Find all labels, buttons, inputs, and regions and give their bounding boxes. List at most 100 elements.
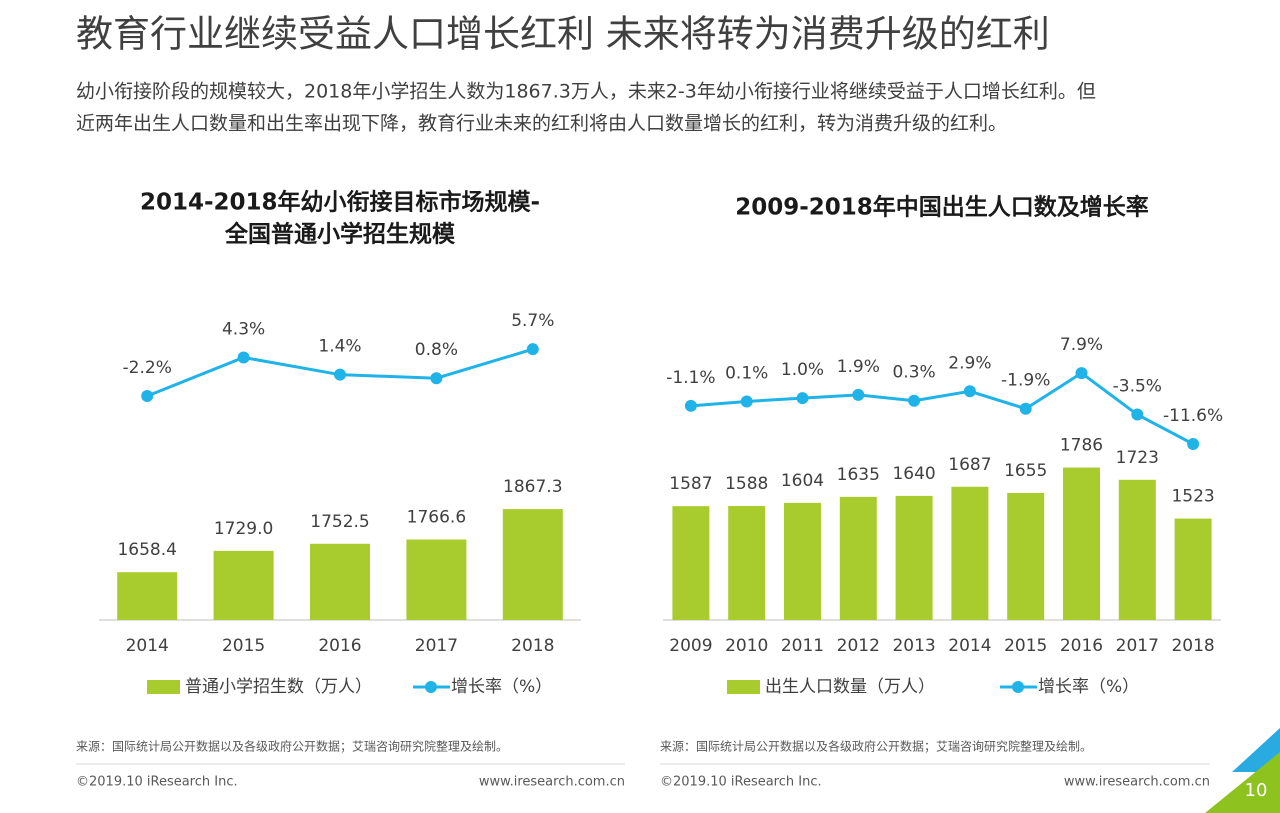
bar bbox=[728, 505, 766, 620]
copyright: ©2019.10 iResearch Inc. bbox=[660, 775, 822, 790]
line-value-label: -1.1% bbox=[666, 368, 715, 388]
bar bbox=[1118, 479, 1156, 620]
website: www.iresearch.com.cn bbox=[1064, 775, 1210, 790]
x-tick-label: 2017 bbox=[1116, 636, 1159, 656]
line-value-label: 1.4% bbox=[318, 337, 361, 357]
line-point bbox=[141, 390, 154, 402]
bar bbox=[213, 550, 274, 620]
x-tick-label: 2014 bbox=[948, 636, 991, 656]
line bbox=[690, 371, 1194, 446]
bar bbox=[672, 506, 710, 620]
bar-value-label: 1867.3 bbox=[503, 477, 562, 497]
subtitle-line: 近两年出生人口数量和出生率出现下降，教育行业未来的红利将由人口数量增长的红利，转… bbox=[76, 113, 1007, 135]
line-value-label: -11.6% bbox=[1163, 406, 1223, 426]
line-point bbox=[852, 388, 865, 401]
line-value-label: 2.9% bbox=[948, 353, 991, 373]
bar bbox=[406, 539, 467, 620]
website: www.iresearch.com.cn bbox=[479, 775, 625, 790]
source-note: 来源：国际统计局公开数据以及各级政府公开数据；艾瑞咨询研究院整理及绘制。 bbox=[660, 739, 1092, 754]
bar bbox=[951, 486, 989, 620]
line-value-label: 5.7% bbox=[511, 311, 554, 331]
line-point bbox=[1019, 402, 1032, 415]
line-value-label: 0.8% bbox=[415, 340, 458, 360]
line-value-label: -2.2% bbox=[123, 358, 172, 378]
line-point bbox=[963, 385, 976, 398]
legend-label: 出生人口数量（万人） bbox=[765, 677, 935, 697]
line-point bbox=[237, 351, 250, 364]
line-point bbox=[1187, 438, 1200, 450]
bar-value-label: 1752.5 bbox=[310, 512, 369, 532]
bar bbox=[839, 496, 877, 620]
bar-value-label: 1655 bbox=[1004, 461, 1047, 481]
bar-value-label: 1604 bbox=[781, 471, 824, 491]
corner-decoration bbox=[1205, 752, 1280, 813]
bar bbox=[784, 502, 821, 620]
line-point bbox=[796, 392, 809, 405]
bar-value-label: 1640 bbox=[892, 464, 935, 484]
x-tick-label: 2011 bbox=[781, 636, 824, 656]
x-tick-label: 2015 bbox=[1004, 636, 1047, 656]
x-tick-label: 2017 bbox=[415, 636, 458, 656]
line-point bbox=[430, 372, 443, 385]
bar-value-label: 1587 bbox=[669, 474, 712, 494]
corner-decoration bbox=[1232, 728, 1280, 772]
x-tick-label: 2010 bbox=[725, 636, 768, 656]
chart-title: 2009-2018年中国出生人口数及增长率 bbox=[735, 194, 1149, 221]
bar-value-label: 1523 bbox=[1171, 487, 1214, 507]
bar bbox=[310, 543, 370, 620]
x-tick-label: 2018 bbox=[511, 636, 554, 656]
x-tick-label: 2016 bbox=[318, 636, 361, 656]
legend-label: 普通小学招生数（万人） bbox=[185, 677, 372, 697]
chart-title: 全国普通小学招生规模 bbox=[224, 221, 456, 248]
x-tick-label: 2018 bbox=[1171, 636, 1214, 656]
bar bbox=[1063, 467, 1100, 620]
bar bbox=[117, 572, 178, 620]
legend-swatch bbox=[727, 680, 760, 694]
line-value-label: -3.5% bbox=[1113, 377, 1162, 397]
line-point bbox=[334, 368, 346, 381]
x-tick-label: 2014 bbox=[126, 636, 169, 656]
line-point bbox=[526, 343, 539, 356]
line-value-label: 7.9% bbox=[1060, 335, 1103, 355]
legend-swatch bbox=[425, 681, 437, 693]
line-value-label: 4.3% bbox=[222, 319, 265, 339]
line-value-label: 1.9% bbox=[837, 357, 880, 377]
x-tick-label: 2015 bbox=[222, 636, 265, 656]
copyright: ©2019.10 iResearch Inc. bbox=[76, 775, 238, 790]
line-point bbox=[1131, 408, 1144, 421]
source-note: 来源：国际统计局公开数据以及各级政府公开数据；艾瑞咨询研究院整理及绘制。 bbox=[76, 739, 508, 754]
line-value-label: 1.0% bbox=[781, 360, 824, 380]
page-number: 10 bbox=[1245, 780, 1268, 801]
line-value-label: 0.3% bbox=[892, 363, 935, 383]
legend-swatch bbox=[147, 680, 180, 694]
bar-value-label: 1723 bbox=[1116, 448, 1159, 468]
bar bbox=[502, 509, 563, 620]
legend-swatch bbox=[1012, 681, 1024, 693]
bar-value-label: 1588 bbox=[725, 474, 768, 494]
line-point bbox=[908, 394, 921, 407]
bar-value-label: 1687 bbox=[948, 455, 991, 475]
bar bbox=[1007, 492, 1045, 620]
x-tick-label: 2012 bbox=[837, 636, 880, 656]
line-point bbox=[1075, 367, 1088, 380]
subtitle-line: 幼小衔接阶段的规模较大，2018年小学招生人数为1867.3万人，未来2-3年幼… bbox=[76, 81, 1096, 103]
line-point bbox=[684, 399, 697, 412]
legend-label: 增长率（%） bbox=[1038, 677, 1139, 697]
bar-value-label: 1658.4 bbox=[117, 540, 176, 560]
bar-value-label: 1766.6 bbox=[407, 508, 466, 528]
bar-value-label: 1635 bbox=[837, 465, 880, 485]
bar bbox=[895, 495, 933, 620]
legend-label: 增长率（%） bbox=[451, 677, 552, 697]
x-tick-label: 2013 bbox=[892, 636, 935, 656]
line-point bbox=[740, 395, 753, 408]
x-tick-label: 2009 bbox=[669, 636, 712, 656]
chart-title: 2014-2018年幼小衔接目标市场规模- bbox=[140, 189, 540, 216]
bar bbox=[1174, 518, 1212, 620]
x-tick-label: 2016 bbox=[1060, 636, 1103, 656]
slide-title: 教育行业继续受益人口增长红利 未来将转为消费升级的红利 bbox=[76, 13, 1050, 56]
bar-value-label: 1729.0 bbox=[214, 519, 273, 539]
line-value-label: -1.9% bbox=[1001, 371, 1050, 391]
line-value-label: 0.1% bbox=[725, 363, 768, 383]
bar-value-label: 1786 bbox=[1060, 436, 1103, 456]
